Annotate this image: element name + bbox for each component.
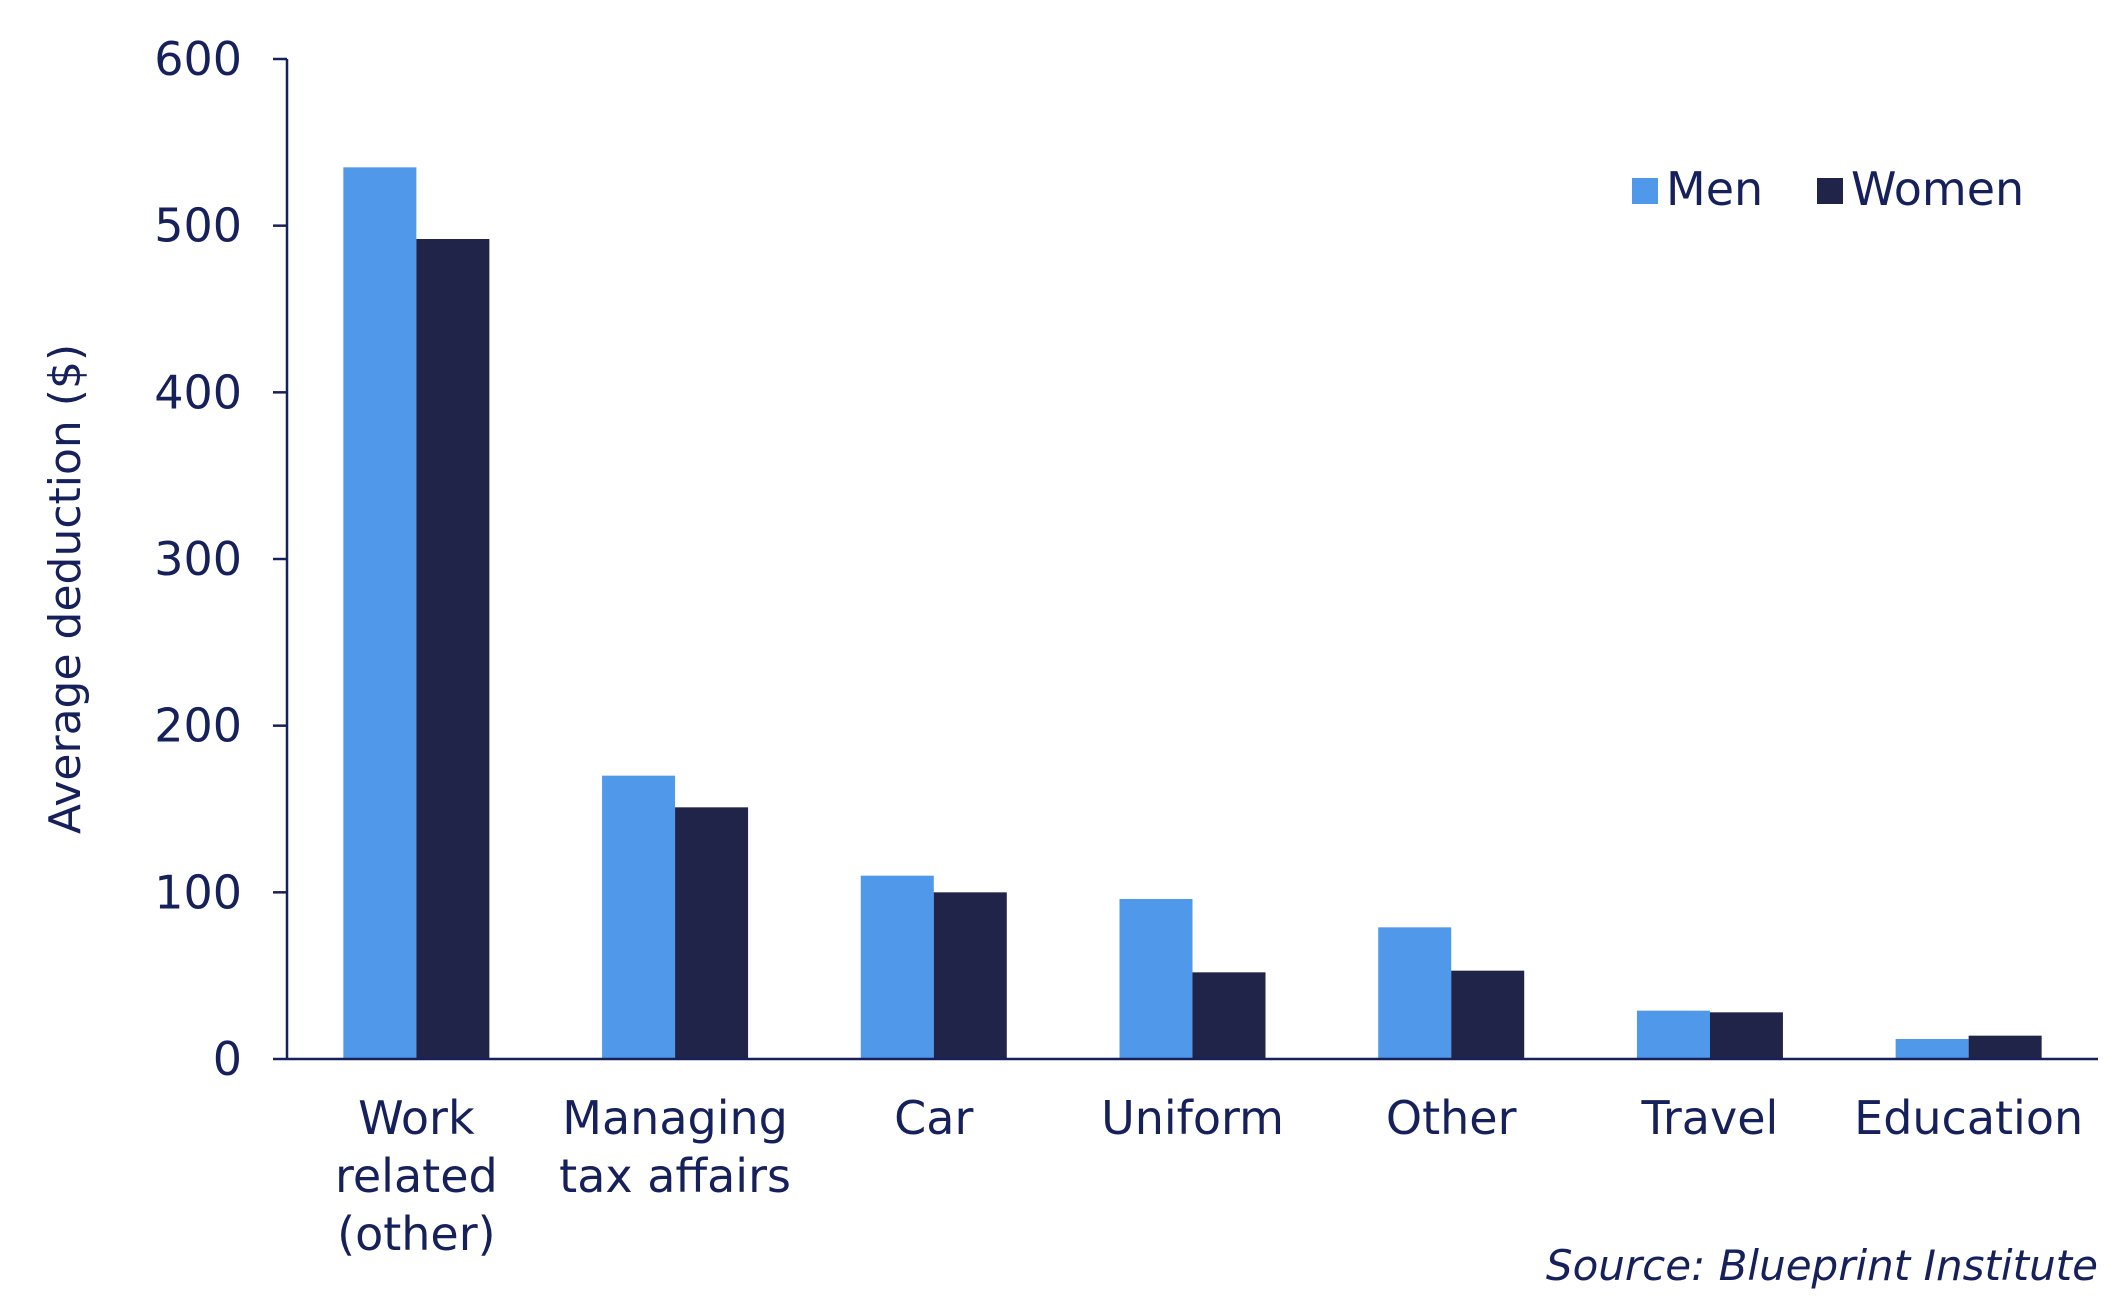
x-category-label: Work related (other) xyxy=(335,1091,498,1261)
bar-men-6 xyxy=(1895,1039,1969,1059)
bar-men-2 xyxy=(860,875,934,1059)
x-category-label-line: Travel xyxy=(1641,1091,1779,1145)
y-tick-label: 0 xyxy=(213,1032,242,1086)
legend-swatch-women xyxy=(1817,178,1843,204)
x-category-label-line: Education xyxy=(1854,1091,2083,1145)
y-axis-title: Average deduction ($) xyxy=(40,344,91,834)
legend-label-men: Men xyxy=(1666,162,1763,216)
bar-women-6 xyxy=(1968,1035,2042,1059)
bar-women-2 xyxy=(933,892,1007,1059)
y-tick-label: 400 xyxy=(154,365,242,419)
x-category-label: Car xyxy=(894,1091,973,1145)
y-axis-ticks: 0 100 200 300 400 500 600 xyxy=(154,32,287,1086)
x-category-label: Managing tax affairs xyxy=(559,1091,791,1203)
source-note: Source: Blueprint Institute xyxy=(1546,1241,2098,1290)
axes xyxy=(285,59,2098,1061)
y-axis-title-group: Average deduction ($) xyxy=(40,344,91,834)
legend: Men Women xyxy=(1632,162,2024,216)
bar-women-0 xyxy=(416,239,490,1059)
x-category-label-line: related xyxy=(335,1149,498,1203)
x-category-label: Travel xyxy=(1641,1091,1779,1145)
x-category-label-line: Uniform xyxy=(1101,1091,1284,1145)
x-category-label: Uniform xyxy=(1101,1091,1284,1145)
x-category-label-line: Car xyxy=(894,1091,973,1145)
y-tick-label: 100 xyxy=(154,865,242,919)
legend-label-women: Women xyxy=(1851,162,2024,216)
x-category-label-line: Managing xyxy=(562,1091,788,1145)
x-category-label: Education xyxy=(1854,1091,2083,1145)
bar-women-5 xyxy=(1709,1012,1783,1059)
x-category-label-line: (other) xyxy=(337,1207,495,1261)
y-tick-label: 200 xyxy=(154,699,242,753)
bar-women-4 xyxy=(1451,970,1525,1059)
bar-men-0 xyxy=(343,167,417,1060)
x-category-label: Other xyxy=(1386,1091,1517,1145)
bar-men-3 xyxy=(1119,899,1193,1059)
bar-men-4 xyxy=(1378,927,1452,1059)
x-category-label-line: Other xyxy=(1386,1091,1517,1145)
x-axis-labels: Work related (other) Managing tax affairs Car… xyxy=(335,1091,2083,1261)
bar-men-5 xyxy=(1636,1010,1710,1059)
legend-swatch-men xyxy=(1632,178,1658,204)
y-tick-label: 600 xyxy=(154,32,242,86)
x-category-label-line: Work xyxy=(358,1091,475,1145)
bar-women-1 xyxy=(675,807,749,1059)
x-category-label-line: tax affairs xyxy=(559,1149,791,1203)
y-tick-label: 300 xyxy=(154,532,242,586)
y-tick-label: 500 xyxy=(154,199,242,253)
bar-men-1 xyxy=(602,775,676,1059)
bars xyxy=(343,167,2042,1060)
bar-women-3 xyxy=(1192,972,1266,1059)
